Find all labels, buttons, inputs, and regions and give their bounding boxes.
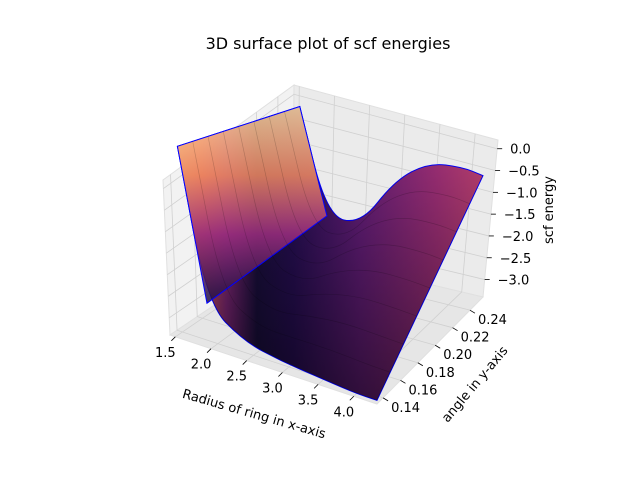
y-tick-label: 0.18 xyxy=(426,366,455,381)
z-tick-label: −1.5 xyxy=(504,208,536,223)
y-tick-label: 0.16 xyxy=(408,383,437,398)
z-tick-label: −1.0 xyxy=(506,186,538,201)
x-tick-mark xyxy=(242,360,248,365)
y-tick-label: 0.24 xyxy=(478,313,507,328)
x-tick-mark xyxy=(206,348,212,353)
surface-mesh-line xyxy=(268,116,457,249)
x-axis-ticks: 1.5 2.0 2.5 3.0 3.5 4.0 xyxy=(155,336,355,420)
y-tick-mark xyxy=(400,379,406,384)
y-tick-mark xyxy=(435,344,441,349)
z-tick-label: 0.0 xyxy=(510,143,531,158)
x-tick-mark xyxy=(349,395,355,401)
z-axis-label: scf energy xyxy=(542,176,557,244)
x-tick-mark xyxy=(278,372,283,377)
z-tick-label: −2.5 xyxy=(500,252,532,267)
z-tick-label: −0.5 xyxy=(508,165,540,180)
y-tick-label: 0.22 xyxy=(461,331,490,346)
surface-mesh-line xyxy=(222,131,417,317)
x-tick-label: 1.5 xyxy=(155,346,176,361)
surface-mesh-line xyxy=(284,111,470,235)
y-tick-mark xyxy=(382,397,389,402)
x-tick-mark xyxy=(171,336,176,342)
surface-mesh-line xyxy=(238,126,431,289)
x-tick-label: 4.0 xyxy=(333,405,354,420)
z-axis-ticks: 0.0 −0.5 −1.0 −1.5 −2.0 −2.5 −3.0 xyxy=(484,143,540,289)
z-tick-label: −3.0 xyxy=(498,274,530,289)
x-tick-mark xyxy=(313,384,319,389)
surface-mesh-line xyxy=(207,136,404,345)
x-tick-label: 3.5 xyxy=(298,393,319,408)
x-tick-label: 2.0 xyxy=(191,358,212,373)
x-tick-label: 2.5 xyxy=(226,370,247,385)
surface-mesh-line xyxy=(253,121,444,264)
y-tick-mark xyxy=(469,309,476,314)
surface-mesh-line xyxy=(192,141,391,373)
surface xyxy=(176,105,484,401)
chart-title: 3D surface plot of scf energies xyxy=(206,34,451,53)
z-tick-label: −2.0 xyxy=(502,230,534,245)
x-tick-label: 3.0 xyxy=(262,381,283,396)
y-tick-label: 0.20 xyxy=(443,348,472,363)
y-tick-label: 0.14 xyxy=(391,401,420,416)
surface-edge-face xyxy=(176,105,328,305)
y-tick-mark xyxy=(417,362,424,367)
y-axis-ticks: 0.14 0.16 0.18 0.20 0.22 0.24 xyxy=(382,309,507,416)
y-tick-mark xyxy=(452,327,458,332)
